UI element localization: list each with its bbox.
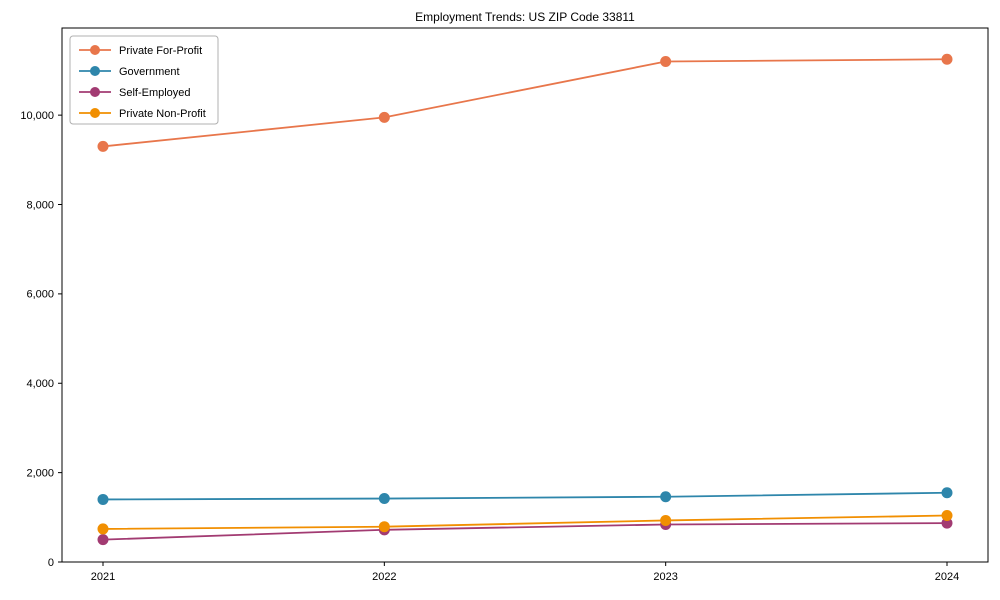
x-tick-label: 2022 xyxy=(372,571,396,583)
data-point-private-for-profit-2023 xyxy=(660,56,672,68)
data-point-private-non-profit-2023 xyxy=(660,514,672,526)
plot-area-border xyxy=(61,27,989,563)
series-line-self-employed xyxy=(102,522,948,541)
series-line-government xyxy=(102,491,948,501)
x-tick-label: 2023 xyxy=(653,571,677,583)
data-point-self-employed-2024 xyxy=(941,517,953,529)
legend-marker-dot xyxy=(90,108,100,118)
legend-label: Government xyxy=(119,66,180,78)
data-point-private-non-profit-2022 xyxy=(378,521,390,533)
y-tick-label: 4,000 xyxy=(26,378,54,390)
y-tick-label: 0 xyxy=(48,557,54,569)
legend-item-private-non-profit: Private Non-Profit xyxy=(79,108,206,120)
legend-label: Private For-Profit xyxy=(119,45,202,57)
data-point-private-for-profit-2022 xyxy=(378,111,390,123)
legend: Private For-Profit Government Self-Employe… xyxy=(69,35,219,125)
data-point-private-non-profit-2024 xyxy=(941,510,953,522)
data-point-self-employed-2021 xyxy=(97,534,109,546)
y-tick-label: 2,000 xyxy=(26,467,54,479)
legend-marker-dot xyxy=(90,66,100,76)
x-tick-label: 2024 xyxy=(935,571,959,583)
series-line-private-for-profit xyxy=(102,58,948,148)
data-point-government-2023 xyxy=(660,491,672,503)
data-point-government-2022 xyxy=(378,493,390,505)
data-point-private-for-profit-2024 xyxy=(941,53,953,65)
y-tick-label: 8,000 xyxy=(26,199,54,211)
legend-item-private-for-profit: Private For-Profit xyxy=(79,45,202,57)
legend-label: Self-Employed xyxy=(119,87,191,99)
legend-marker-dot xyxy=(90,87,100,97)
x-tick-label: 2021 xyxy=(91,571,115,583)
legend-marker-dot xyxy=(90,45,100,55)
legend-label: Private Non-Profit xyxy=(119,108,206,120)
data-point-private-for-profit-2021 xyxy=(97,140,109,152)
y-tick-label: 10,000 xyxy=(20,110,54,122)
legend-item-government: Government xyxy=(79,66,180,78)
data-point-government-2024 xyxy=(941,487,953,499)
series-line-private-non-profit xyxy=(102,514,948,530)
data-point-government-2021 xyxy=(97,493,109,505)
chart-title: Employment Trends: US ZIP Code 33811 xyxy=(415,10,635,24)
legend-item-self-employed: Self-Employed xyxy=(79,87,191,99)
data-point-private-non-profit-2021 xyxy=(97,523,109,535)
legend-box xyxy=(69,35,219,125)
y-tick-label: 6,000 xyxy=(26,289,54,301)
